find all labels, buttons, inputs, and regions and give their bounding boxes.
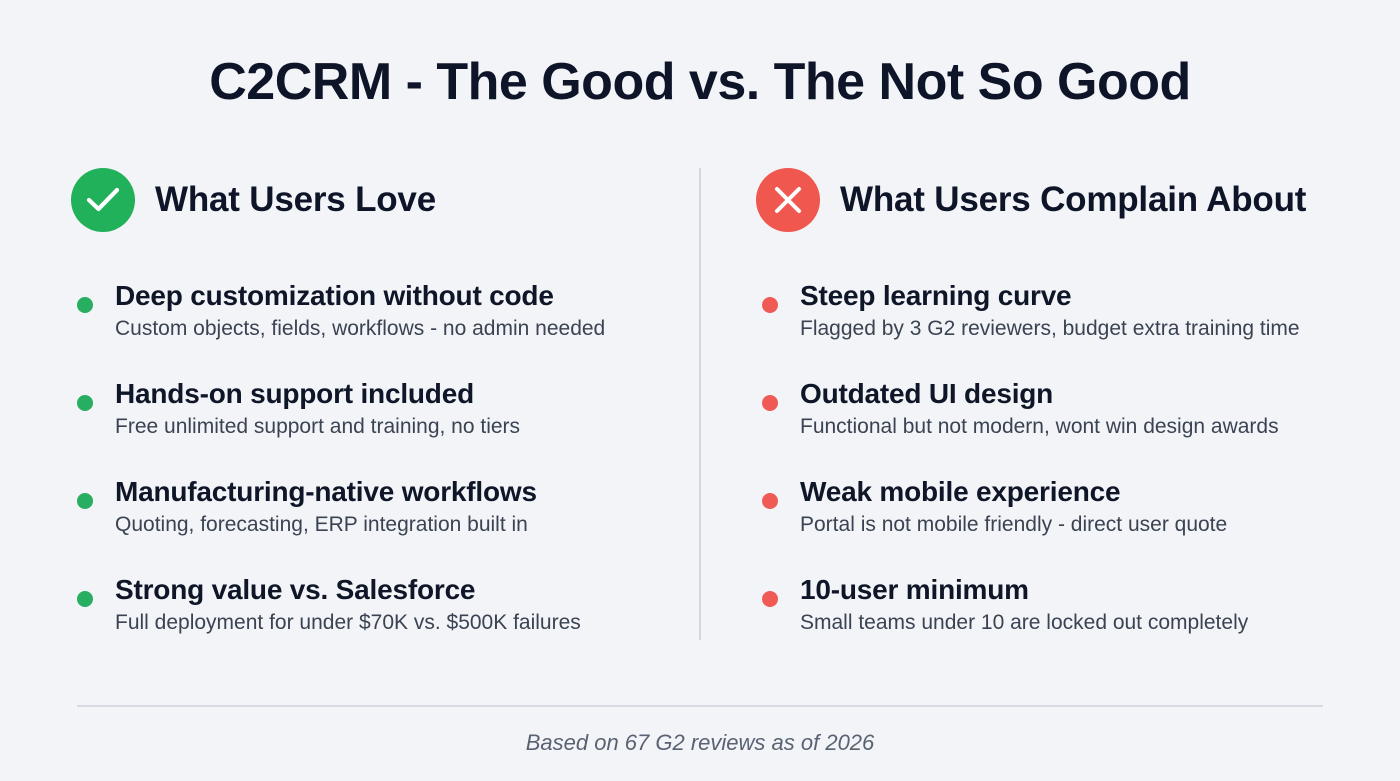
con-item: Weak mobile experience Portal is not mob… <box>756 473 1376 571</box>
con-item-title: Weak mobile experience <box>800 476 1121 507</box>
pro-item: Strong value vs. Salesforce Full deploym… <box>71 571 671 669</box>
pro-item-description: Full deployment for under $70K vs. $500K… <box>115 611 581 634</box>
pro-item-description: Free unlimited support and training, no … <box>115 415 521 438</box>
pro-item-description: Quoting, forecasting, ERP integration bu… <box>115 513 528 536</box>
pro-item-title: Strong value vs. Salesforce <box>115 574 476 605</box>
pro-item: Deep customization without code Custom o… <box>71 277 671 375</box>
con-item: 10-user minimum Small teams under 10 are… <box>756 571 1376 669</box>
pros-header: What Users Love <box>71 168 671 232</box>
red-bullet-icon <box>762 297 778 313</box>
con-item: Steep learning curve Flagged by 3 G2 rev… <box>756 277 1376 375</box>
con-item-description: Functional but not modern, wont win desi… <box>800 415 1279 438</box>
green-bullet-icon <box>77 395 93 411</box>
con-item-description: Portal is not mobile friendly - direct u… <box>800 513 1228 536</box>
con-item-title: Outdated UI design <box>800 378 1054 409</box>
pro-item: Manufacturing-native workflows Quoting, … <box>71 473 671 571</box>
con-item-title: Steep learning curve <box>800 280 1072 311</box>
page-title: C2CRM - The Good vs. The Not So Good <box>209 53 1191 111</box>
cons-header: What Users Complain About <box>756 168 1376 232</box>
column-divider <box>699 168 701 640</box>
green-bullet-icon <box>77 297 93 313</box>
con-item-title: 10-user minimum <box>800 574 1029 605</box>
pro-item-description: Custom objects, fields, workflows - no a… <box>115 317 606 340</box>
green-bullet-icon <box>77 493 93 509</box>
pro-item: Hands-on support included Free unlimited… <box>71 375 671 473</box>
green-bullet-icon <box>77 591 93 607</box>
red-bullet-icon <box>762 591 778 607</box>
cons-column: What Users Complain About Steep learning… <box>756 168 1376 669</box>
pro-item-title: Hands-on support included <box>115 378 474 409</box>
red-bullet-icon <box>762 395 778 411</box>
con-item: Outdated UI design Functional but not mo… <box>756 375 1376 473</box>
con-item-description: Small teams under 10 are locked out comp… <box>800 611 1249 634</box>
checkmark-icon <box>86 187 120 212</box>
pro-item-title: Manufacturing-native workflows <box>115 476 537 507</box>
cons-heading: What Users Complain About <box>840 180 1307 219</box>
pros-list: Deep customization without code Custom o… <box>71 277 671 669</box>
x-circle-icon <box>756 168 820 232</box>
close-icon <box>775 187 801 213</box>
footer-divider <box>77 705 1323 707</box>
pro-item-title: Deep customization without code <box>115 280 554 311</box>
check-circle-icon <box>71 168 135 232</box>
source-footnote: Based on 67 G2 reviews as of 2026 <box>525 730 875 755</box>
con-item-description: Flagged by 3 G2 reviewers, budget extra … <box>800 317 1300 340</box>
red-bullet-icon <box>762 493 778 509</box>
pros-heading: What Users Love <box>155 180 436 219</box>
pros-column: What Users Love Deep customization witho… <box>71 168 671 669</box>
cons-list: Steep learning curve Flagged by 3 G2 rev… <box>756 277 1376 669</box>
